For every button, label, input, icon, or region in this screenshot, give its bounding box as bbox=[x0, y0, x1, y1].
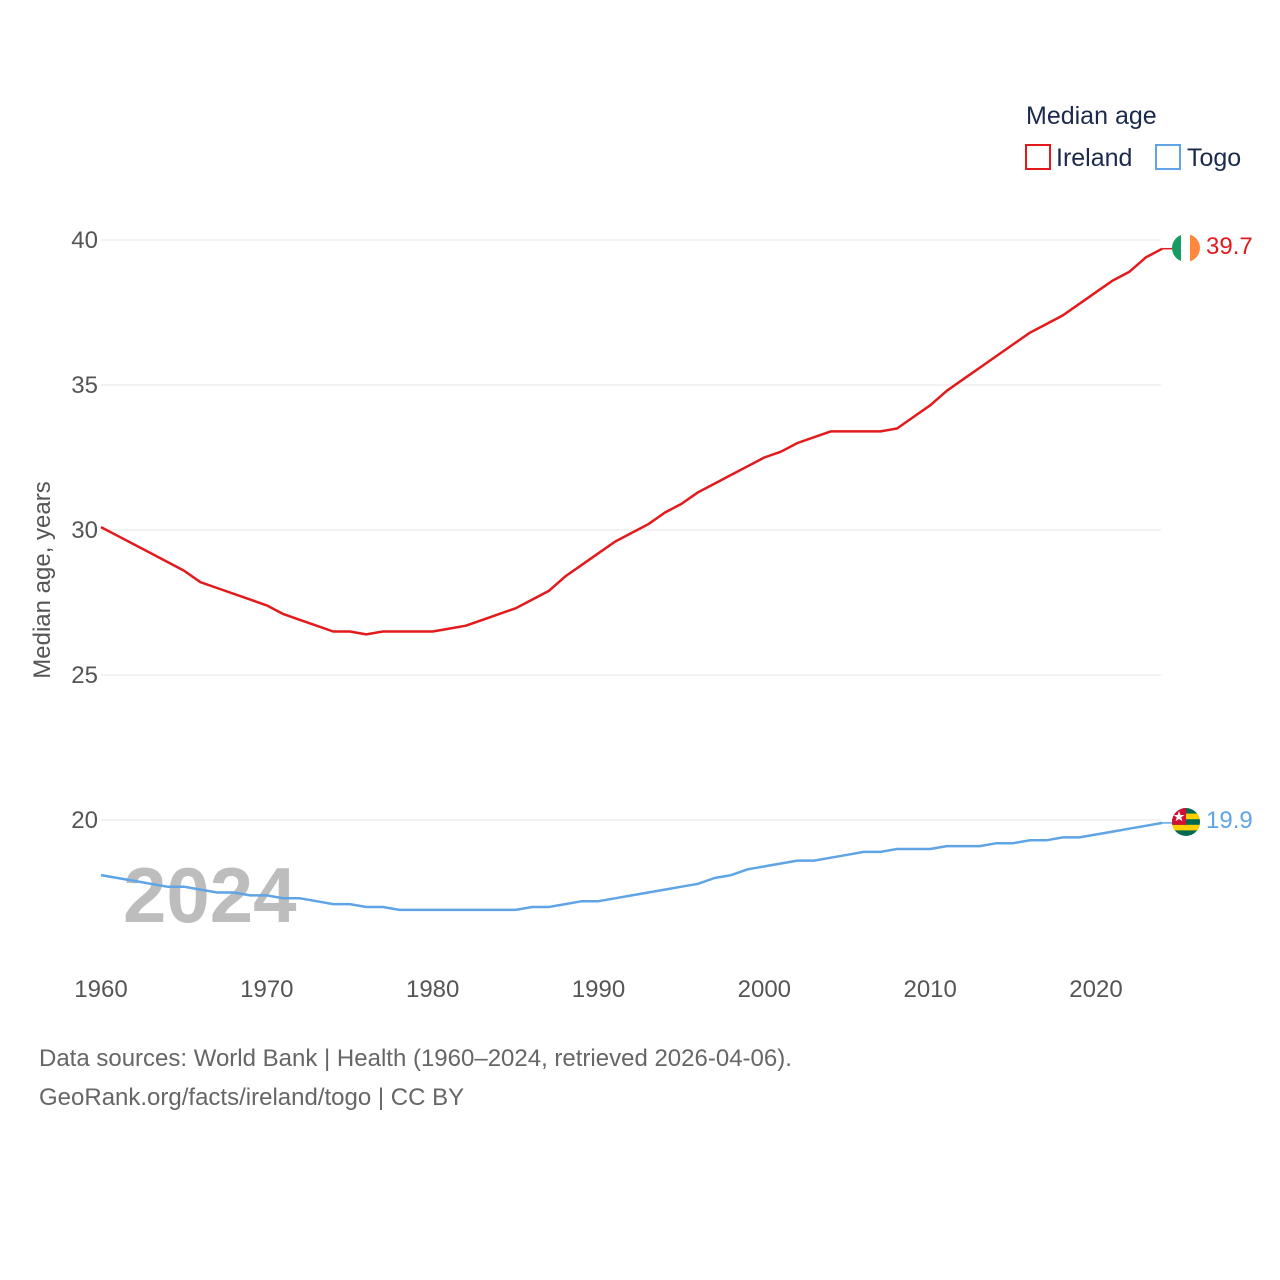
series-line-ireland[interactable] bbox=[100, 247, 1163, 636]
legend-title: Median age bbox=[1026, 102, 1157, 130]
x-tick-label-2000: 2000 bbox=[738, 976, 791, 1003]
y-tick-label-35: 35 bbox=[71, 372, 98, 399]
y-tick-label-20: 20 bbox=[71, 807, 98, 834]
x-axis-ticks: 1960 1970 1980 1990 2000 2010 2020 bbox=[74, 976, 1122, 1003]
x-tick-label-2010: 2010 bbox=[903, 976, 956, 1003]
ireland-flag-icon bbox=[1172, 234, 1200, 262]
end-label-togo: 19.9 bbox=[1206, 807, 1253, 834]
footer-sources: Data sources: World Bank | Health (1960–… bbox=[39, 1045, 792, 1072]
y-tick-label-25: 25 bbox=[71, 662, 98, 689]
series-group bbox=[100, 247, 1173, 912]
x-tick-label-2020: 2020 bbox=[1069, 976, 1122, 1003]
legend: Median age Ireland Togo bbox=[1025, 102, 1241, 172]
footer-attribution[interactable]: GeoRank.org/facts/ireland/togo | CC BY bbox=[39, 1084, 465, 1111]
x-tick-label-1970: 1970 bbox=[240, 976, 293, 1003]
togo-flag-icon bbox=[1172, 808, 1200, 836]
legend-swatch-togo[interactable] bbox=[1155, 144, 1181, 170]
y-tick-label-40: 40 bbox=[71, 227, 98, 254]
y-axis-ticks: 20 25 30 35 40 bbox=[71, 227, 98, 834]
x-tick-label-1980: 1980 bbox=[406, 976, 459, 1003]
legend-swatch-ireland[interactable] bbox=[1025, 144, 1051, 170]
end-label-ireland: 39.7 bbox=[1206, 233, 1253, 260]
x-tick-label-1990: 1990 bbox=[572, 976, 625, 1003]
legend-label-ireland[interactable]: Ireland bbox=[1056, 144, 1132, 172]
y-axis-label: Median age, years bbox=[29, 481, 56, 678]
x-tick-label-1960: 1960 bbox=[74, 976, 127, 1003]
y-tick-label-30: 30 bbox=[71, 517, 98, 544]
legend-label-togo[interactable]: Togo bbox=[1187, 144, 1241, 172]
series-line-togo[interactable] bbox=[100, 821, 1163, 912]
gridlines bbox=[101, 239, 1161, 821]
